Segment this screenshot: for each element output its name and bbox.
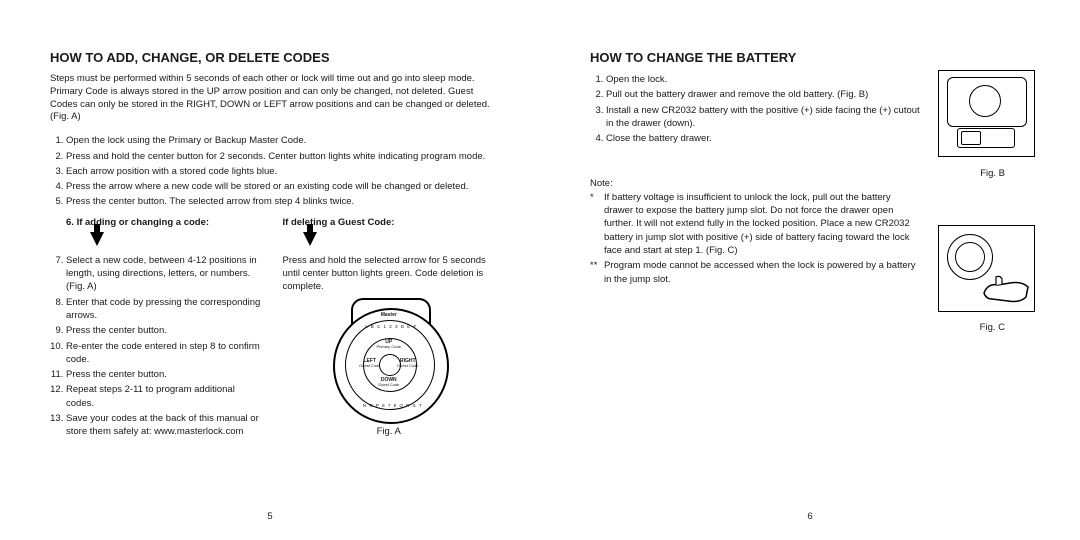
figure-b (938, 70, 1035, 157)
step-13: Save your codes at the back of this manu… (66, 412, 263, 439)
bstep-4: Close the battery drawer. (606, 132, 920, 145)
arrow-down-icon (90, 232, 104, 246)
dial-right-sub: Guest Code (393, 364, 423, 368)
figure-c (938, 225, 1035, 312)
dial-primary: Primary Code (374, 345, 404, 349)
page-6: HOW TO CHANGE THE BATTERY Open the lock.… (540, 0, 1080, 540)
branching-columns: 6. If adding or changing a code: Select … (50, 217, 495, 441)
step-2: Press and hold the center button for 2 s… (66, 150, 495, 163)
note-label: Note: (590, 177, 920, 190)
step-9: Press the center button. (66, 324, 263, 337)
page-number: 5 (0, 511, 540, 522)
step-8: Enter that code by pressing the correspo… (66, 296, 263, 323)
codes-heading: HOW TO ADD, CHANGE, OR DELETE CODES (50, 50, 495, 65)
add-change-column: 6. If adding or changing a code: Select … (50, 217, 263, 441)
page-number: 6 (540, 511, 1080, 522)
delete-text: Press and hold the selected arrow for 5 … (283, 254, 496, 294)
fig-b-label: Fig. B (980, 168, 1005, 179)
fig-a-label: Fig. A (283, 426, 496, 437)
step-5: Press the center button. The selected ar… (66, 195, 495, 208)
codes-intro: Steps must be performed within 5 seconds… (50, 73, 495, 124)
arrow-down-icon (303, 232, 317, 246)
delete-column: If deleting a Guest Code: Press and hold… (283, 217, 496, 441)
step-1: Open the lock using the Primary or Backu… (66, 134, 495, 147)
lock-dial-figure: Master UP Primary Code LEFT Guest Code R… (329, 304, 449, 424)
step-12: Repeat steps 2-11 to program additional … (66, 383, 263, 410)
subhead-delete: If deleting a Guest Code: (283, 217, 496, 228)
dial-brand: Master (374, 313, 404, 318)
fig-c-label: Fig. C (980, 322, 1005, 333)
dial-left-sub: Guest Code (355, 364, 385, 368)
battery-heading: HOW TO CHANGE THE BATTERY (590, 50, 1035, 65)
note-1: If battery voltage is insufficient to un… (604, 191, 920, 257)
hand-icon (982, 273, 1030, 305)
bstep-3: Install a new CR2032 battery with the po… (606, 104, 920, 131)
step-7: Select a new code, between 4-12 position… (66, 254, 263, 294)
step-3: Each arrow position with a stored code l… (66, 165, 495, 178)
ring-top: A B C 1 2 3 D E F (365, 324, 418, 329)
step-10: Re-enter the code entered in step 8 to c… (66, 340, 263, 367)
step-11: Press the center button. (66, 368, 263, 381)
bstep-1: Open the lock. (606, 73, 920, 86)
note-2: Program mode cannot be accessed when the… (604, 259, 920, 286)
note-section: Note: * If battery voltage is insufficie… (590, 177, 920, 285)
ring-bottom: N O P 6 7 8 Q R S T (363, 403, 423, 408)
page-5: HOW TO ADD, CHANGE, OR DELETE CODES Step… (0, 0, 540, 540)
dial-down-sub: Guest Code (374, 383, 404, 387)
step-4: Press the arrow where a new code will be… (66, 180, 495, 193)
codes-steps: Open the lock using the Primary or Backu… (50, 134, 495, 208)
bstep-2: Pull out the battery drawer and remove t… (606, 88, 920, 101)
add-steps: Select a new code, between 4-12 position… (50, 254, 263, 439)
battery-steps: Open the lock. Pull out the battery draw… (590, 73, 920, 145)
